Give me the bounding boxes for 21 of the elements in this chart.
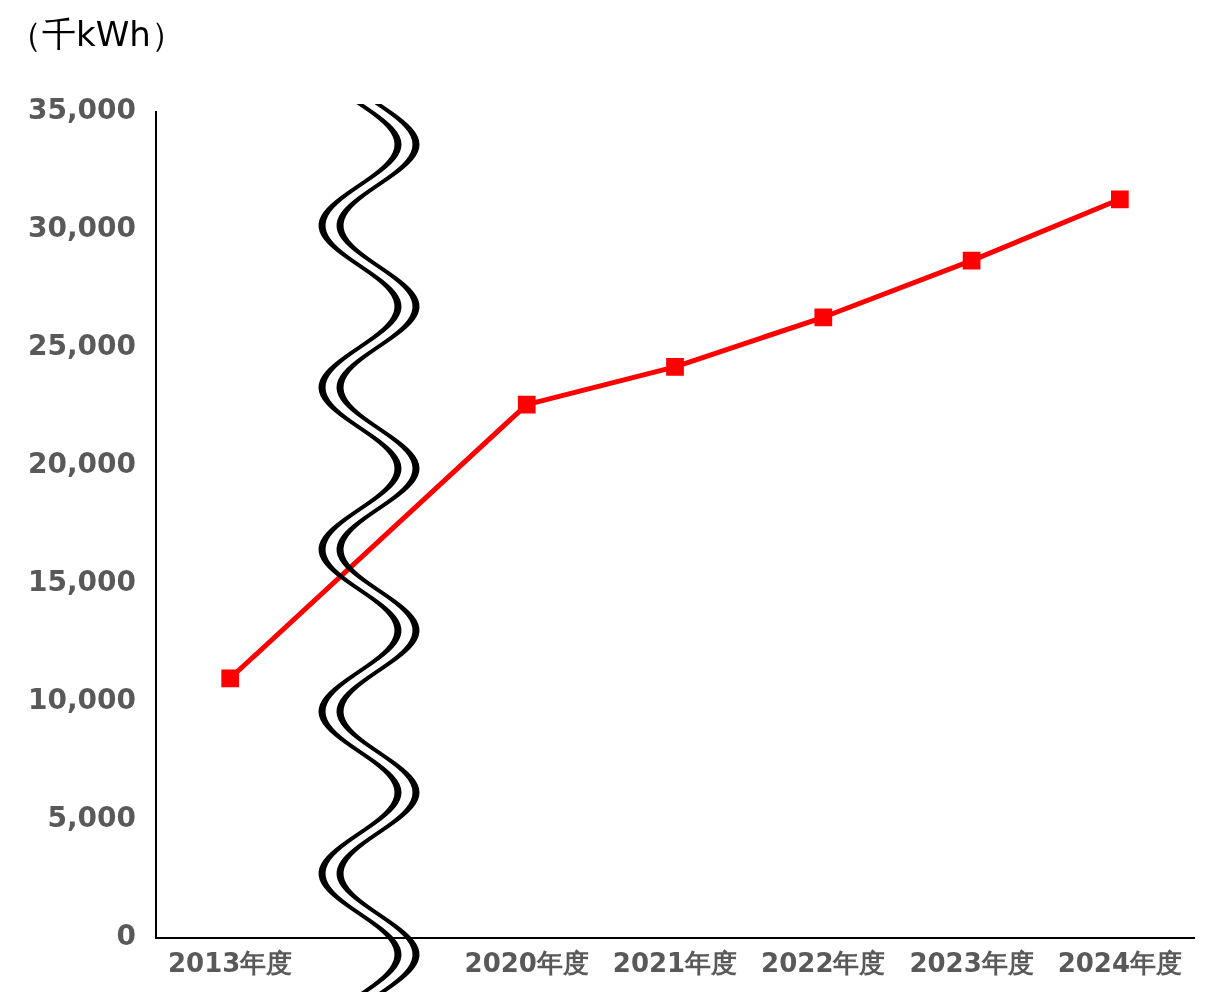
y-axis-title: （千kWh） <box>8 13 185 54</box>
point <box>962 251 981 270</box>
point <box>517 395 536 414</box>
y-tick-label: 5,000 <box>47 801 137 835</box>
y-tick-label: 20,000 <box>27 447 137 481</box>
x-tick-label: 2023年度 <box>909 948 1034 979</box>
y-tick-label: 15,000 <box>27 565 137 599</box>
y-tick-label: 0 <box>116 919 137 953</box>
y-tick-label: 25,000 <box>27 329 137 363</box>
y-tick-label: 35,000 <box>27 93 137 127</box>
x-tick-label: 2013年度 <box>168 948 293 979</box>
x-tick-label: 2024年度 <box>1057 948 1183 979</box>
point <box>814 308 833 327</box>
point <box>221 669 240 688</box>
y-tick-label: 30,000 <box>27 211 137 245</box>
x-tick-label: 2020年度 <box>464 948 589 979</box>
x-tick-label: 2022年度 <box>761 948 886 979</box>
x-tick-label: 2021年度 <box>612 948 738 979</box>
point <box>666 357 684 376</box>
point <box>1111 190 1129 209</box>
y-tick-label: 10,000 <box>27 683 137 717</box>
